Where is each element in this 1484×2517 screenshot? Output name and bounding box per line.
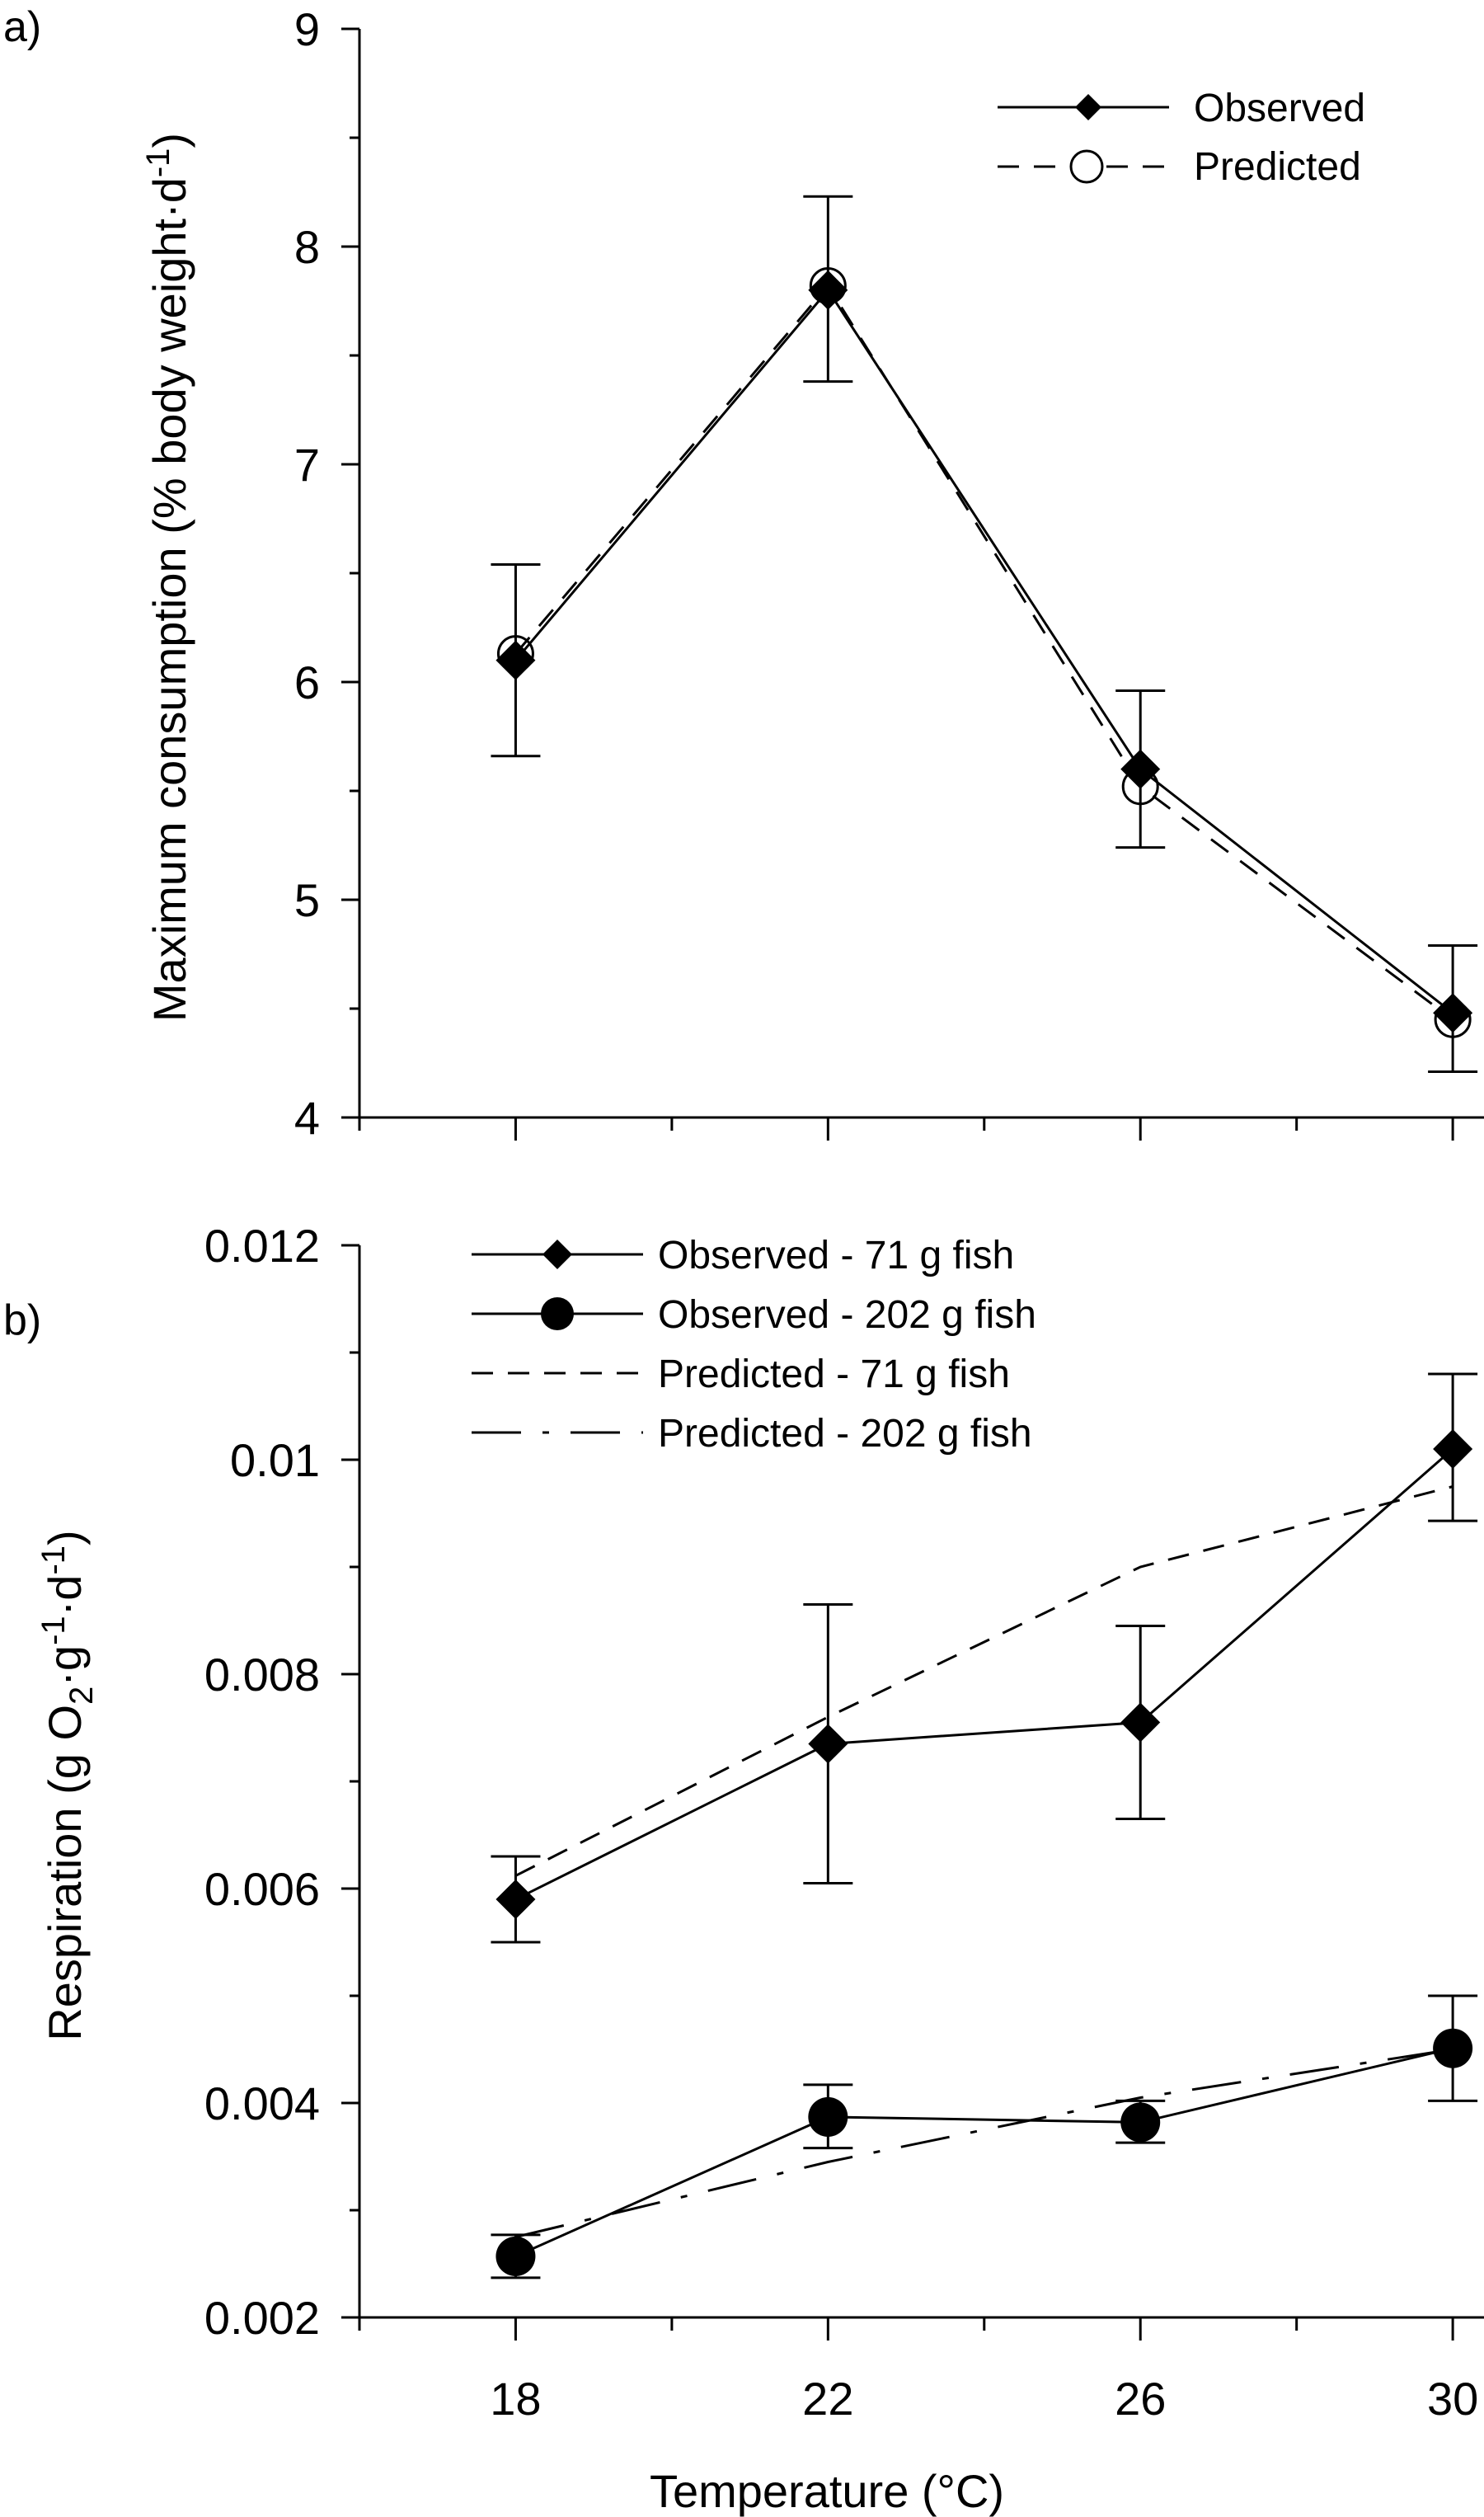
- diamond-data-point: [1120, 1702, 1161, 1743]
- panel-b-markers: [495, 1429, 1473, 2276]
- y-tick-label: 0.004: [204, 2077, 320, 2129]
- panel-b-x-ticks: 18 22 26 30: [358, 2317, 1478, 2425]
- legend-label-observed-71: Observed - 71 g fish: [658, 1234, 1014, 1277]
- diamond-data-point: [1433, 993, 1473, 1033]
- series-line-1: [514, 2047, 1453, 2258]
- open-circle-data-point: [1121, 768, 1159, 806]
- legend-item-predicted-202: Predicted - 202 g fish: [472, 1412, 1032, 1456]
- diamond-data-point: [495, 640, 536, 680]
- y-tick-label: 9: [294, 3, 320, 55]
- series-line-1: [514, 283, 1454, 1021]
- panel-b-label: b): [3, 1296, 41, 1344]
- filled-circle-data-point: [1120, 2102, 1161, 2143]
- legend-label-predicted: Predicted: [1194, 145, 1361, 189]
- y-tick-label: 0.002: [204, 2292, 320, 2344]
- legend-item-predicted-71: Predicted - 71 g fish: [472, 1353, 1010, 1396]
- open-circle-data-point: [809, 267, 847, 305]
- legend-item-observed: Observed: [998, 87, 1365, 130]
- open-circle-data-point: [496, 635, 534, 673]
- panel-a-error-bars: [491, 195, 1478, 1074]
- y-tick-label: 5: [294, 874, 320, 926]
- diamond-marker-icon: [1075, 94, 1101, 120]
- open-circle-data-point: [1434, 1000, 1472, 1038]
- series-line-0: [514, 288, 1454, 1014]
- y-tick-label: 8: [294, 221, 320, 273]
- panel-a-y-ticks: 4 5 6 7 8 9: [294, 3, 359, 1144]
- diamond-marker-icon: [542, 1240, 572, 1269]
- y-tick-label: 0.008: [204, 1649, 320, 1701]
- legend-item-observed-71: Observed - 71 g fish: [472, 1234, 1014, 1277]
- panel-b-x-axis-title: Temperature (°C): [650, 2465, 1004, 2517]
- y-tick-label: 7: [294, 439, 320, 491]
- y-tick-label: 0.012: [204, 1220, 320, 1272]
- panel-b-legend: Observed - 71 g fish Observed - 202 g fi…: [472, 1234, 1036, 1456]
- x-tick-label: 18: [490, 2373, 541, 2425]
- open-circle-marker-icon: [1069, 149, 1104, 184]
- panel-b-error-bars: [491, 1372, 1478, 2279]
- panel-a-axes: [358, 29, 1484, 1141]
- y-tick-label: 0.01: [230, 1434, 320, 1486]
- x-tick-label: 26: [1115, 2373, 1166, 2425]
- series-line-0: [514, 1447, 1454, 1901]
- y-tick-label: 0.006: [204, 1863, 320, 1915]
- legend-label-observed: Observed: [1194, 87, 1365, 130]
- filled-circle-data-point: [808, 2096, 848, 2137]
- legend-label-predicted-71: Predicted - 71 g fish: [658, 1353, 1010, 1396]
- series-line-2: [514, 1485, 1453, 1877]
- diamond-data-point: [495, 1880, 536, 1919]
- diamond-data-point: [1433, 1429, 1473, 1469]
- filled-circle-marker-icon: [541, 1297, 574, 1330]
- legend-item-predicted: Predicted: [998, 145, 1361, 189]
- x-tick-label: 22: [802, 2373, 853, 2425]
- filled-circle-data-point: [1433, 2028, 1473, 2068]
- panel-a-label: a): [3, 3, 41, 51]
- panel-a-markers: [495, 267, 1473, 1038]
- y-tick-label: 4: [294, 1092, 320, 1144]
- panel-a-legend: Observed Predicted: [998, 87, 1365, 189]
- series-line-3: [515, 2048, 1453, 2238]
- panel-a-series-lines: [514, 283, 1454, 1021]
- panel-b-respiration-chart: b) 0.002 0.004 0.006 0.008 0.01 0.012 18 22 26 3…: [3, 1220, 1484, 2517]
- x-tick-label: 30: [1427, 2373, 1478, 2425]
- y-tick-label: 6: [294, 656, 320, 708]
- legend-item-observed-202: Observed - 202 g fish: [472, 1293, 1036, 1337]
- panel-b-series-lines: [514, 1447, 1454, 2258]
- panel-b-y-ticks: 0.002 0.004 0.006 0.008 0.01 0.012: [204, 1220, 359, 2344]
- panel-a-y-axis-sup: -1: [140, 148, 176, 178]
- legend-label-observed-202: Observed - 202 g fish: [658, 1293, 1036, 1337]
- panel-a-y-axis-title: Maximum consumption (% body weight·d-1): [140, 133, 195, 1022]
- panel-b-y-axis-title: Respiration (g O2·g-1·d-1): [35, 1530, 100, 2040]
- filled-circle-data-point: [495, 2236, 536, 2276]
- panel-a-consumption-chart: a) 4 5 6 7 8 9 Maximum consumption (% body we…: [3, 3, 1484, 1144]
- diamond-data-point: [808, 1724, 848, 1764]
- legend-label-predicted-202: Predicted - 202 g fish: [658, 1412, 1032, 1456]
- panel-b-axes: [358, 1245, 1484, 2319]
